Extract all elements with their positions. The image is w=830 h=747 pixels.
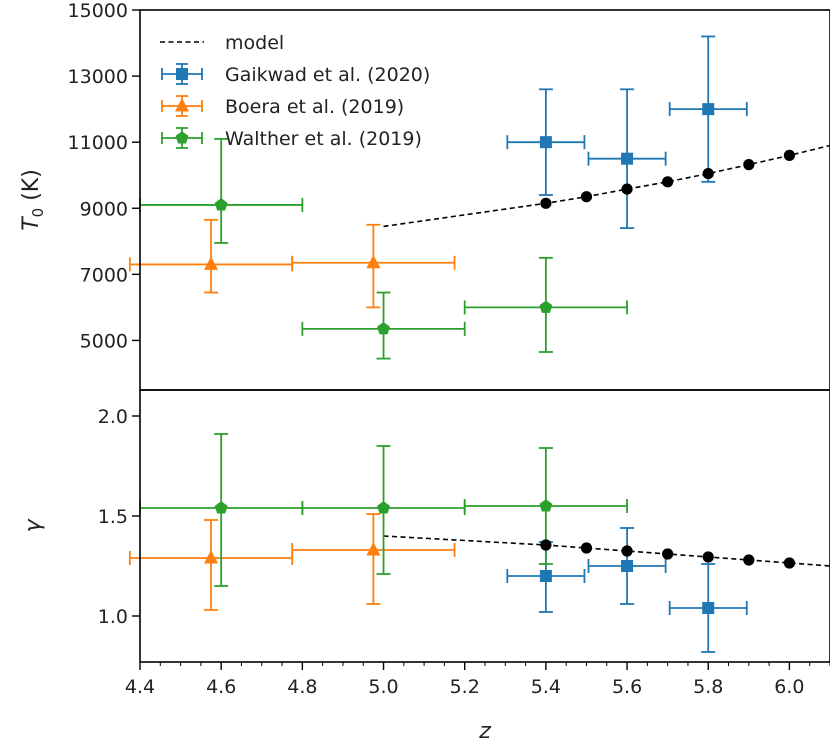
x-axis-label: z <box>478 719 491 744</box>
top-model-point-4 <box>702 167 714 180</box>
bottom-gaikwad-point-1 <box>587 527 667 605</box>
top-boera-marker-0 <box>204 256 219 270</box>
bottom-gaikwad-marker-2 <box>702 602 715 614</box>
legend-boera-label: Boera et al. (2019) <box>225 96 404 118</box>
bottom-boera-marker-1 <box>366 542 381 556</box>
top-ytick-label-1: 7000 <box>80 264 128 286</box>
bottom-boera-point-1 <box>291 513 456 605</box>
legend-walther-label: Walther et al. (2019) <box>225 128 422 150</box>
bottom-y-ticks: 1.0 1.5 2.0 <box>98 406 140 628</box>
top-walther-point-2 <box>463 256 628 353</box>
top-gaikwad-point-0 <box>506 88 586 196</box>
top-walther-marker-1 <box>377 322 390 335</box>
x-tick-label-8: 6.0 <box>774 676 804 698</box>
top-ytick-label-5: 15000 <box>68 0 128 22</box>
top-ytick-label-3: 11000 <box>68 132 128 154</box>
top-model-point-3 <box>662 176 674 188</box>
top-model-point-6 <box>783 149 796 161</box>
top-model-point-2 <box>621 183 633 195</box>
top-walther-marker-2 <box>539 300 553 313</box>
bottom-boera-marker-0 <box>204 550 219 564</box>
x-tick-label-7: 5.8 <box>693 676 723 698</box>
bottom-gaikwad-point-2 <box>668 563 748 653</box>
top-walther-point-0 <box>139 137 304 244</box>
bottom-model-point-0 <box>540 539 552 551</box>
bottom-model-point-3 <box>662 548 674 560</box>
top-ytick-label-0: 5000 <box>80 330 128 352</box>
legend-item-model: model <box>160 32 284 54</box>
top-gaikwad-point-1 <box>587 88 667 229</box>
top-y-ticks: 5000 7000 9000 11000 13000 15000 <box>68 0 140 352</box>
legend-walther-symbol <box>175 131 189 144</box>
legend-gaikwad-symbol <box>176 68 188 80</box>
bottom-gaikwad-marker-1 <box>621 560 634 572</box>
bottom-series-boera <box>128 513 456 611</box>
legend-model-label: model <box>225 32 284 54</box>
legend: model Gaikwad et al. (2020) Boera et al.… <box>160 32 430 150</box>
top-model-point-1 <box>580 191 593 203</box>
top-gaikwad-marker-2 <box>702 103 715 116</box>
top-y-axis-label-unit: (K) <box>19 169 44 208</box>
bottom-gaikwad-point-0 <box>506 541 586 613</box>
top-y-axis-label: T0 (K) <box>19 169 47 231</box>
top-ytick-label-2: 9000 <box>80 198 128 220</box>
bottom-model-point-6 <box>783 557 796 569</box>
legend-item-boera: Boera et al. (2019) <box>161 95 404 118</box>
bottom-model-point-5 <box>743 554 755 566</box>
bottom-model-point-2 <box>621 545 633 557</box>
bottom-walther-marker-0 <box>214 501 228 514</box>
top-series-boera <box>128 218 456 309</box>
legend-boera-symbol <box>175 98 189 112</box>
top-gaikwad-point-2 <box>668 35 748 183</box>
top-model-point-5 <box>743 159 755 171</box>
top-y-axis-label-sub: 0 <box>29 208 47 218</box>
top-boera-marker-1 <box>366 254 381 269</box>
top-gaikwad-marker-0 <box>539 136 552 149</box>
top-series <box>128 35 796 360</box>
bottom-walther-marker-1 <box>377 501 390 514</box>
bottom-plot-frame <box>139 389 830 663</box>
top-series-gaikwad <box>506 35 748 229</box>
bottom-gaikwad-marker-0 <box>539 570 552 582</box>
legend-walther-marker <box>161 127 203 149</box>
x-tick-label-4: 5.2 <box>450 676 480 698</box>
bottom-ytick-label-2: 2.0 <box>98 406 128 428</box>
top-panel: 5000 7000 9000 11000 13000 15000 T0 (K) model… <box>19 0 830 391</box>
legend-boera-marker <box>161 95 203 117</box>
bottom-series <box>128 433 796 653</box>
x-tick-label-5: 5.4 <box>531 676 561 698</box>
top-series-walther <box>139 137 628 360</box>
legend-item-gaikwad: Gaikwad et al. (2020) <box>161 63 430 86</box>
x-tick-label-1: 4.6 <box>206 676 236 698</box>
top-walther-marker-0 <box>214 198 228 211</box>
top-gaikwad-marker-1 <box>621 152 634 165</box>
legend-gaikwad-marker <box>161 63 203 85</box>
bottom-walther-marker-2 <box>539 499 553 512</box>
bottom-y-axis-label: γ <box>21 519 46 533</box>
bottom-ytick-label-1: 1.5 <box>98 506 128 528</box>
bottom-panel: 1.01.52.0 4.4 4.6 4.8 5.0 5.2 5.4 5.6 5.8 6.0 γ … <box>21 389 830 744</box>
legend-item-walther: Walther et al. (2019) <box>161 127 422 150</box>
top-model-point-0 <box>540 197 552 209</box>
bottom-model-point-4 <box>702 551 714 563</box>
top-walther-point-1 <box>301 291 466 360</box>
x-tick-label-3: 5.0 <box>368 676 398 698</box>
bottom-series-gaikwad <box>506 527 748 653</box>
x-axis-ticks: 4.4 4.6 4.8 5.0 5.2 5.4 5.6 5.8 6.0 <box>125 662 830 698</box>
bottom-series-walther <box>139 433 628 587</box>
x-tick-label-2: 4.8 <box>287 676 317 698</box>
x-tick-label-0: 4.4 <box>125 676 155 698</box>
bottom-ytick-label-0: 1.0 <box>98 606 128 628</box>
top-ytick-label-4: 13000 <box>68 66 128 88</box>
legend-gaikwad-label: Gaikwad et al. (2020) <box>225 64 430 86</box>
top-boera-point-1 <box>291 223 456 309</box>
bottom-model-point-1 <box>580 542 593 554</box>
bottom-boera-point-0 <box>128 519 294 611</box>
top-y-axis-label-main: T <box>19 216 44 231</box>
x-tick-label-6: 5.6 <box>612 676 642 698</box>
